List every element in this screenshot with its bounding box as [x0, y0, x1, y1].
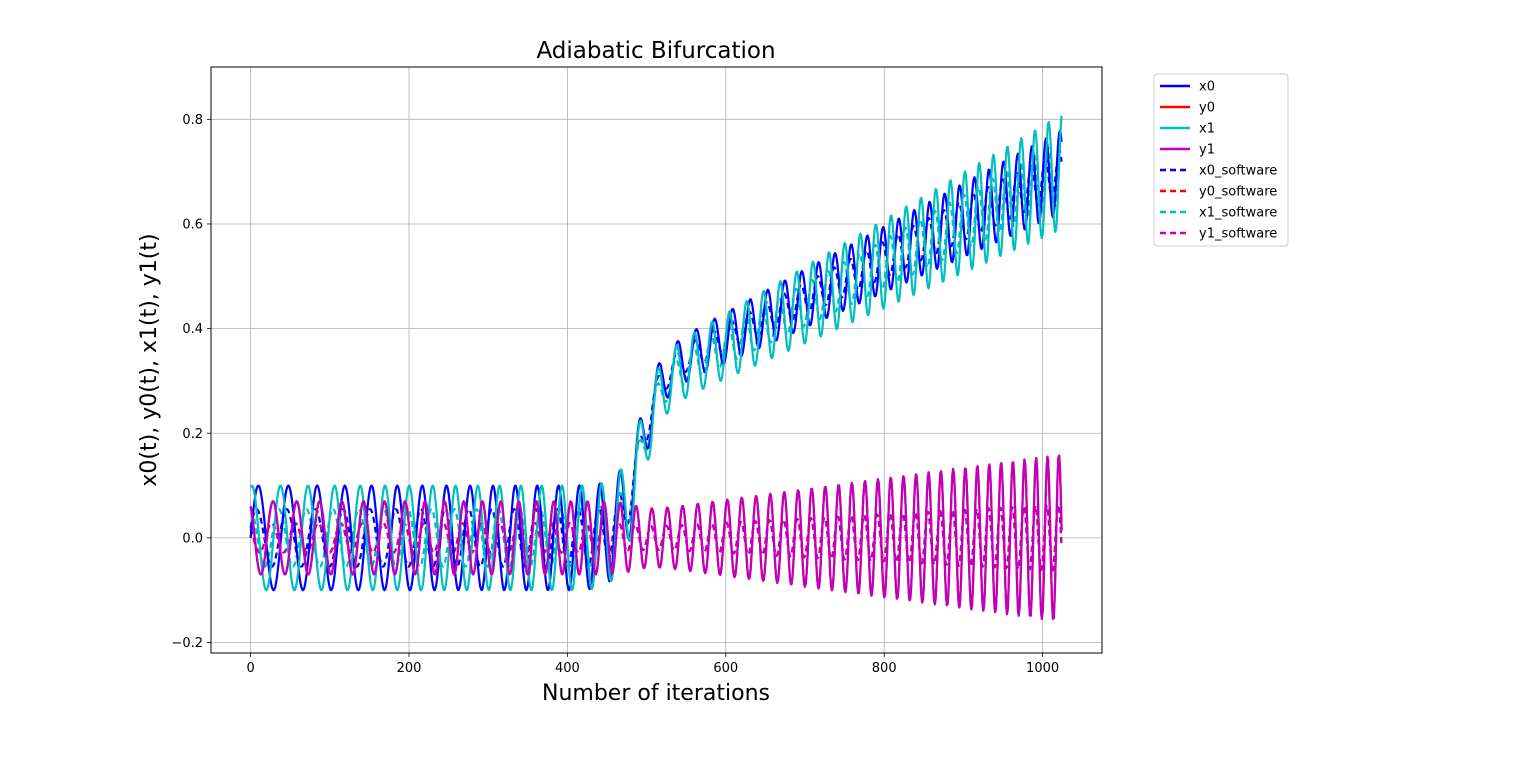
axis-ticks: 0 200 400 600 800 1000 −0.2 0.0 0.2 0.4 0.6 0.8 — [171, 113, 1059, 676]
legend: x0 y0 x1 y1 x0_software y0_software x1_softwar… — [1153, 73, 1289, 247]
y-tick-label: 0.2 — [182, 427, 203, 442]
x-tick-label: 200 — [397, 661, 422, 676]
legend-frame — [1153, 73, 1289, 247]
legend-label: y0_software — [1199, 185, 1277, 200]
y-tick-label: 0.6 — [182, 217, 203, 232]
series-line-x1 — [249, 115, 1063, 592]
x-tick-label: 1000 — [1026, 661, 1059, 676]
legend-label: x1 — [1199, 122, 1215, 137]
chart-title: Adiabatic Bifurcation — [536, 38, 775, 64]
legend-label: y1 — [1199, 143, 1215, 158]
x-axis-title: Number of iterations — [542, 681, 770, 706]
y-tick-label: −0.2 — [171, 636, 203, 651]
x-tick-label: 400 — [555, 661, 580, 676]
legend-label: x1_software — [1199, 206, 1277, 221]
series-line-y1 — [249, 454, 1063, 620]
y-tick-label: 0.8 — [182, 113, 203, 128]
legend-label: x0_software — [1199, 164, 1277, 179]
x-tick-label: 600 — [713, 661, 738, 676]
x-tick-label: 800 — [872, 661, 897, 676]
plot-series — [249, 115, 1063, 620]
legend-label: y1_software — [1199, 227, 1277, 242]
legend-label: x0 — [1199, 80, 1215, 95]
x-tick-label: 0 — [246, 661, 254, 676]
legend-label: y0 — [1199, 101, 1215, 116]
y-tick-label: 0.4 — [182, 322, 203, 337]
plot-area-frame — [210, 66, 1103, 654]
y-tick-label: 0.0 — [182, 531, 203, 546]
y-axis-title: x0(t), y0(t), x1(t), y1(t) — [137, 233, 162, 486]
